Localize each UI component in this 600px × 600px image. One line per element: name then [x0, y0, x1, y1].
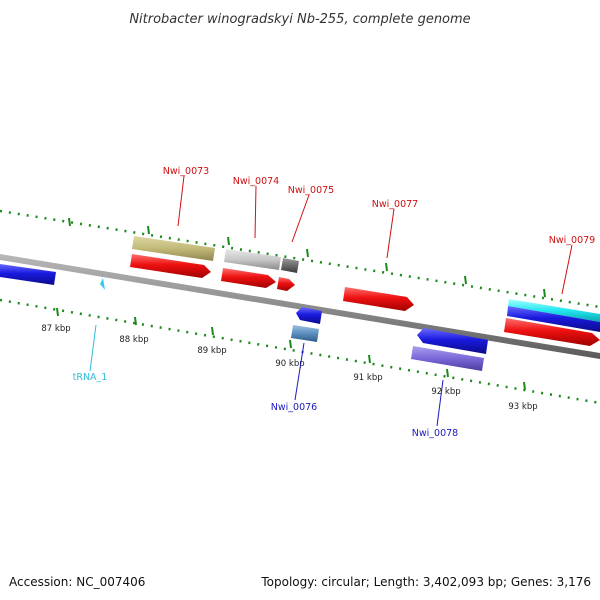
cds-arrow-nwi-0079	[504, 318, 600, 346]
feature-nwi-0079-trna-band	[508, 299, 600, 322]
gene-label-nwi-0076: Nwi_0076	[271, 402, 317, 413]
accession-text: Accession: NC_007406	[9, 575, 145, 589]
cds-arrow-nwi-0074	[221, 268, 276, 288]
trna-1-marker	[100, 278, 105, 290]
tick-label-87kbp: 87 kbp	[41, 324, 70, 334]
cds-arrow-nwi-0076	[296, 307, 322, 324]
feature-nwi-0076-gene	[291, 325, 319, 342]
feature-nwi-0074-gene	[224, 249, 281, 270]
tick-label-89kbp: 89 kbp	[197, 346, 226, 356]
gene-label-trna-1: tRNA_1	[73, 372, 108, 383]
tick-label-90kbp: 90 kbp	[275, 359, 304, 369]
gene-label-nwi-0077: Nwi_0077	[372, 199, 418, 210]
outer-major-ticks	[68, 217, 546, 298]
genome-backbone	[0, 254, 600, 359]
feature-nwi-0078-gene	[411, 346, 484, 371]
topology-text: Topology: circular; Length: 3,402,093 bp…	[260, 575, 591, 589]
outer-tick-track	[0, 209, 600, 309]
cds-arrow-nwi-0078	[417, 328, 488, 354]
gene-label-nwi-0078: Nwi_0078	[412, 428, 458, 439]
feature-nwi-0075-gene	[281, 258, 299, 273]
cds-arrow-nwi-0075	[277, 277, 295, 291]
map-title: Nitrobacter winogradskyi Nb-255, complet…	[129, 12, 470, 27]
tick-label-92kbp: 92 kbp	[431, 387, 460, 397]
tick-label-91kbp: 91 kbp	[353, 373, 382, 383]
tick-label-93kbp: 93 kbp	[508, 402, 537, 412]
gene-label-nwi-0075: Nwi_0075	[288, 185, 334, 196]
feature-nwi-0073-gene	[132, 236, 215, 261]
label-connectors	[89, 175, 573, 427]
gene-label-nwi-0074: Nwi_0074	[233, 176, 279, 187]
cds-arrow-nwi-0077	[343, 287, 414, 311]
cds-arrow-left-edge	[0, 264, 56, 285]
gene-label-nwi-0073: Nwi_0073	[163, 166, 209, 177]
cds-arrow-nwi-0073	[130, 254, 211, 278]
feature-nwi-0079-blue-band	[507, 306, 600, 332]
gene-label-nwi-0079: Nwi_0079	[549, 235, 595, 246]
inner-major-ticks	[56, 307, 526, 391]
tick-label-88kbp: 88 kbp	[119, 335, 148, 345]
